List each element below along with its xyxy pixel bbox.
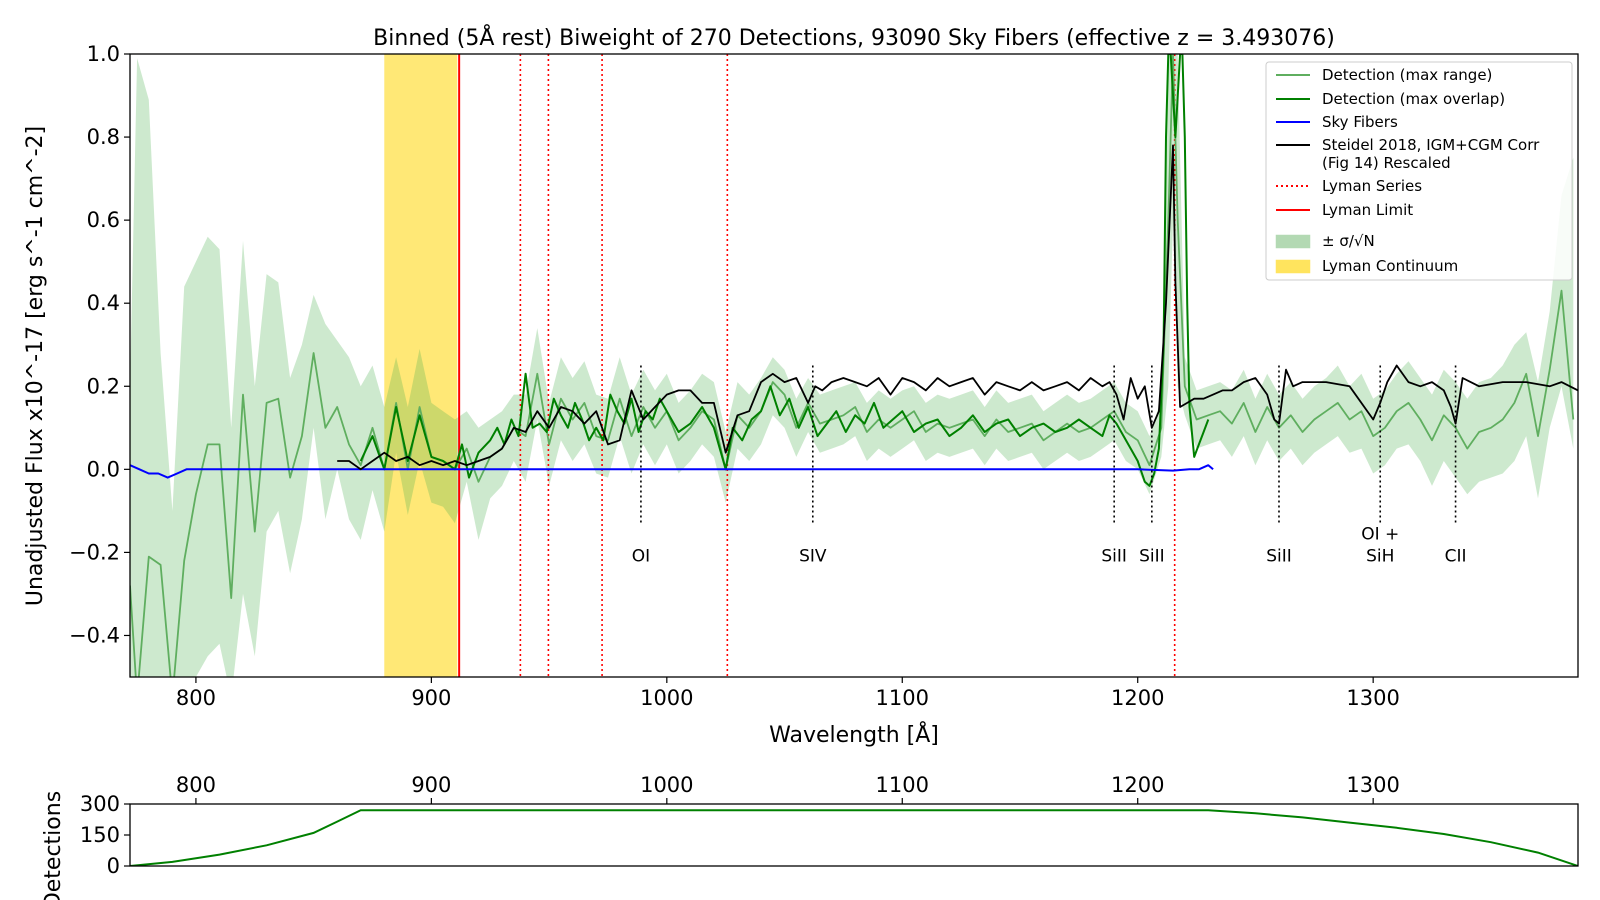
line-marker-label: SiII xyxy=(1139,547,1165,567)
legend-label: Sky Fibers xyxy=(1322,113,1398,131)
line-marker-label: CII xyxy=(1445,547,1467,567)
y-tick-label: 1.0 xyxy=(87,42,120,66)
x-tick-label: 1000 xyxy=(640,686,693,710)
line-marker-label: SiII xyxy=(1266,547,1292,567)
detections-plot: 800 900 1000 1100 1200 1300 300 150 0 Detections xyxy=(41,773,1579,900)
detections-y-tick-label: 300 xyxy=(80,792,120,816)
legend-box xyxy=(1265,61,1573,281)
detections-line xyxy=(130,809,1578,866)
y-tick-label: 0.8 xyxy=(87,125,120,149)
line-marker-label: SiH xyxy=(1366,547,1394,567)
detections-y-tick-label: 0 xyxy=(107,854,120,878)
legend-label: ± σ/√N xyxy=(1322,232,1375,250)
series-line-1 xyxy=(359,54,1210,487)
x-tick-label: 800 xyxy=(176,686,216,710)
legend-label: Lyman Series xyxy=(1322,177,1422,195)
detections-x-tick-label: 1200 xyxy=(1111,773,1164,797)
lyman-continuum-band xyxy=(384,54,458,677)
detections-x-tick-label: 900 xyxy=(411,773,451,797)
y-axis-label: Unadjusted Flux x10^-17 [erg s^-1 cm^-2] xyxy=(23,126,48,606)
y-tick-label: 0.0 xyxy=(87,457,120,481)
legend-label: (Fig 14) Rescaled xyxy=(1322,154,1451,172)
x-tick-label: 1200 xyxy=(1111,686,1164,710)
legend-label: Detection (max range) xyxy=(1322,66,1492,84)
detections-plot-frame xyxy=(129,803,1579,867)
line-marker-label: SIV xyxy=(799,547,827,567)
main-plot: 800 900 1000 1100 1200 1300 1.0 0.8 0.6 0.4 0.2 0.0… xyxy=(23,42,1579,748)
legend-handle xyxy=(1275,259,1311,274)
detections-x-tick-label: 1300 xyxy=(1346,773,1399,797)
y-tick-label: 0.6 xyxy=(87,208,120,232)
detections-x-tick-label: 1100 xyxy=(876,773,929,797)
legend-label: Lyman Continuum xyxy=(1322,257,1458,275)
detections-y-tick-label: 150 xyxy=(80,823,120,847)
legend-label: Detection (max overlap) xyxy=(1322,90,1505,108)
y-tick-label: −0.4 xyxy=(69,623,120,647)
main-plot-frame xyxy=(129,53,1579,678)
series-line-2 xyxy=(130,464,1214,479)
chart-title: Binned (5Å rest) Biweight of 270 Detecti… xyxy=(373,24,1335,51)
y-tick-label: −0.2 xyxy=(69,540,120,564)
x-axis-label: Wavelength [Å] xyxy=(769,721,939,748)
legend: Detection (max range) Detection (max over… xyxy=(1265,61,1573,281)
legend-label: Lyman Limit xyxy=(1322,201,1413,219)
error-band xyxy=(130,54,1574,677)
detections-x-tick-label: 800 xyxy=(176,773,216,797)
line-marker-label: OI + xyxy=(1361,525,1399,545)
detections-x-tick-label: 1000 xyxy=(640,773,693,797)
legend-label: Steidel 2018, IGM+CGM Corr xyxy=(1322,136,1540,154)
series-line-3 xyxy=(337,144,1578,471)
legend-handle xyxy=(1275,234,1311,249)
detections-y-axis-label: Detections xyxy=(41,791,66,900)
line-marker-label: OI xyxy=(632,547,650,567)
y-tick-label: 0.4 xyxy=(87,291,120,315)
x-tick-label: 1100 xyxy=(876,686,929,710)
line-marker-label: SiII xyxy=(1101,547,1127,567)
x-tick-label: 1300 xyxy=(1346,686,1399,710)
y-tick-label: 0.2 xyxy=(87,374,120,398)
x-tick-label: 900 xyxy=(411,686,451,710)
